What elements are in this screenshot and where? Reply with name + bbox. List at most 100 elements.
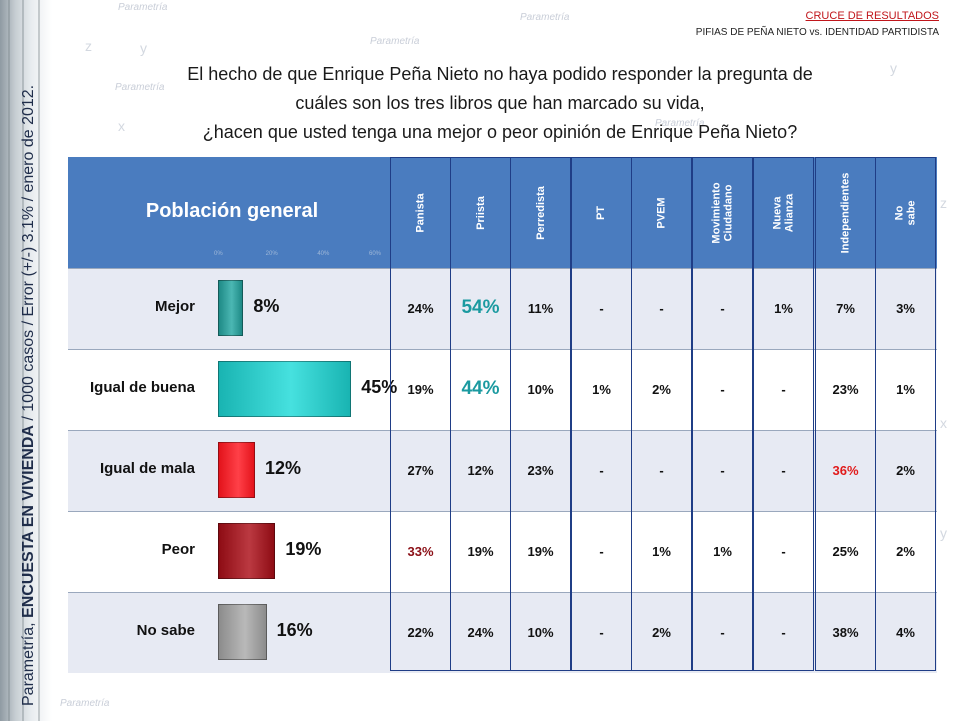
column-header: Panista [390, 157, 451, 268]
column-header: PT [571, 157, 632, 268]
left-decorative-strip [0, 0, 52, 721]
bar-value-label: 19% [285, 539, 322, 559]
table-cell: - [781, 625, 786, 640]
table-cell: 2% [652, 625, 671, 640]
table-header-band [68, 157, 937, 268]
table-cell: 2% [896, 544, 915, 559]
table-cell: 3% [896, 301, 915, 316]
bar-axis-tick: 40% [317, 251, 330, 257]
watermark-brand: Parametría [115, 82, 165, 93]
question-line: El hecho de que Enrique Peña Nieto no ha… [187, 64, 813, 84]
watermark-brand: Parametría [60, 698, 110, 709]
table-cell: 2% [652, 382, 671, 397]
table-cell: 54% [461, 297, 500, 318]
watermark-letter: z [940, 195, 947, 211]
watermark-brand: Parametría [655, 118, 705, 129]
bar-axis-tick: 60% [369, 251, 382, 257]
watermark-letter: y [940, 525, 947, 541]
column-header: Priista [450, 157, 511, 268]
table-cell: 23% [527, 463, 554, 478]
table-cell: 27% [407, 463, 434, 478]
party-column-frame [875, 157, 936, 671]
table-cell: 22% [407, 625, 434, 640]
watermark-brand: Parametría [370, 36, 420, 47]
table-cell: 19% [467, 544, 494, 559]
table-cell: - [599, 301, 604, 316]
table-cell: - [599, 463, 604, 478]
row-label: Igual de buena [89, 379, 195, 396]
question-line: cuáles son los tres libros que han marca… [295, 93, 705, 113]
column-header-label: PT [595, 205, 608, 220]
table-cell: - [599, 625, 604, 640]
column-header: PVEM [631, 157, 692, 268]
table-cell: 24% [467, 625, 494, 640]
table-cell: 44% [461, 378, 500, 399]
survey-question: El hecho de que Enrique Peña Nieto no ha… [60, 60, 940, 147]
table-cell: 1% [896, 382, 915, 397]
population-bar [218, 523, 276, 579]
table-cell: 25% [832, 544, 859, 559]
table-cell: 19% [527, 544, 554, 559]
table-row [68, 511, 937, 592]
table-cell: 23% [832, 382, 859, 397]
table-cell: - [720, 382, 725, 397]
table-cell: - [659, 463, 664, 478]
table-row [68, 430, 937, 511]
source-note: Parametría, ENCUESTA EN VIVIENDA / 1000 … [20, 84, 37, 706]
party-column-frame [631, 157, 692, 671]
table-cell: 1% [652, 544, 671, 559]
watermark-letter: z [85, 38, 92, 54]
table-cell: 36% [832, 463, 859, 478]
column-header: No sabe [875, 157, 936, 268]
party-column-frame [510, 157, 571, 671]
row-label: Mejor [154, 298, 195, 315]
column-header: Independientes [815, 157, 876, 268]
column-header-label: Panista [414, 192, 427, 233]
table-cell: - [720, 625, 725, 640]
watermark-letter: y [890, 60, 897, 76]
bar-value-label: 8% [253, 296, 280, 316]
column-header-label: Priista [474, 195, 487, 230]
column-header-label: Movimiento Ciudadano [710, 181, 735, 244]
chart-title: Población general [145, 200, 319, 222]
column-header-label: Perredista [534, 185, 547, 240]
table-cell: - [781, 382, 786, 397]
bar-axis-tick: 0% [214, 251, 223, 257]
table-cell: 38% [832, 625, 859, 640]
watermark-letter: x [118, 118, 125, 134]
table-cell: 24% [407, 301, 434, 316]
column-header: Perredista [510, 157, 571, 268]
column-header: Movimiento Ciudadano [692, 157, 753, 268]
table-cell: 1% [774, 301, 793, 316]
table-row [68, 349, 937, 430]
question-line: ¿hacen que usted tenga una mejor o peor … [202, 122, 798, 142]
bar-value-label: 16% [276, 620, 313, 640]
table-cell: - [659, 301, 664, 316]
watermark-brand: Parametría [520, 12, 570, 23]
row-label: No sabe [136, 622, 195, 639]
table-cell: 2% [896, 463, 915, 478]
table-cell: 4% [896, 625, 915, 640]
population-bar [218, 361, 352, 417]
table-cell: - [720, 301, 725, 316]
row-label: Peor [161, 541, 195, 558]
column-header: Nueva Alianza [753, 157, 814, 268]
watermark-letter: y [140, 40, 147, 56]
population-bar [218, 442, 255, 498]
strip-line [22, 0, 24, 721]
bar-value-label: 12% [265, 458, 302, 478]
table-cell: 1% [713, 544, 732, 559]
table-cell: - [781, 544, 786, 559]
table-cell: 10% [527, 625, 554, 640]
table-row [68, 268, 937, 349]
bar-axis-tick: 20% [265, 251, 278, 257]
watermark-letter: x [940, 415, 947, 431]
watermark-brand: Parametría [118, 2, 168, 13]
table-cell: - [599, 544, 604, 559]
table-row [68, 592, 937, 673]
column-header-label: PVEM [655, 196, 668, 229]
table-cell: - [781, 463, 786, 478]
table-cell: 7% [836, 301, 855, 316]
strip-line [8, 0, 10, 721]
bar-value-label: 45% [361, 377, 398, 397]
